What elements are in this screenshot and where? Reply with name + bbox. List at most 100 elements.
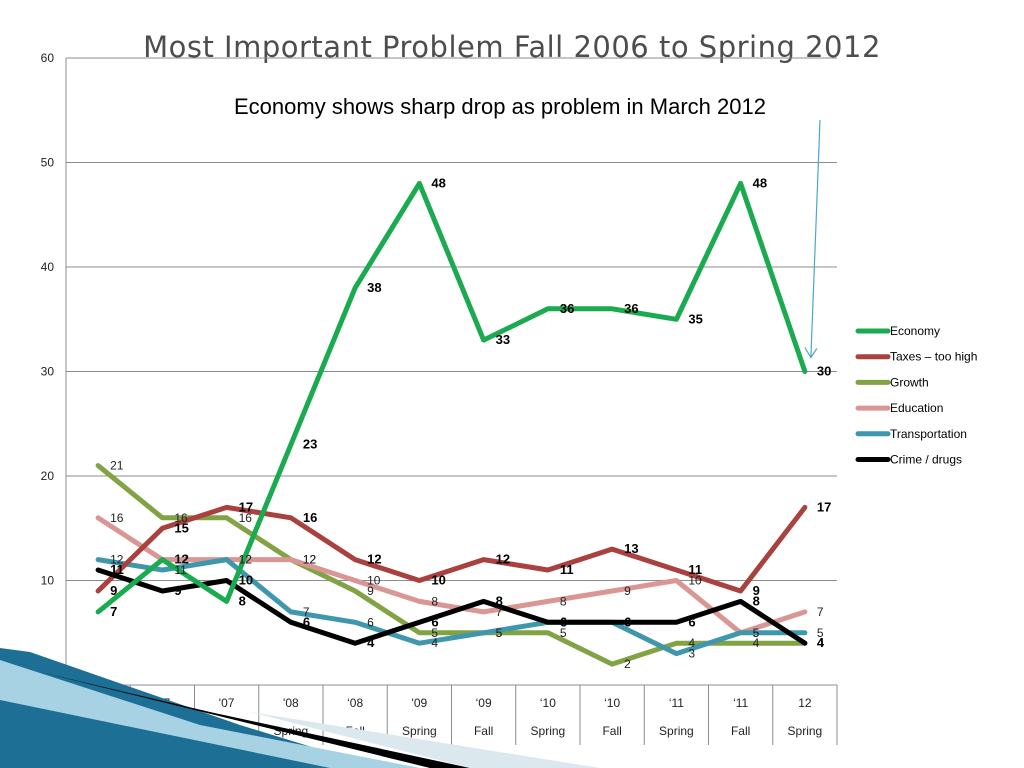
data-label: 6	[688, 614, 695, 629]
data-label: 13	[624, 541, 638, 556]
data-label: 9	[367, 584, 374, 598]
data-label: 10	[688, 574, 702, 588]
data-label: 36	[624, 301, 638, 316]
series-line-crime-drugs	[95, 567, 808, 646]
legend: Economy Taxes – too high Growth Education Tr…	[855, 324, 977, 467]
data-label: 7	[303, 605, 310, 619]
data-label: 6	[303, 614, 310, 629]
data-label: 12	[174, 553, 188, 567]
data-label: 48	[431, 175, 445, 190]
y-tick-label: 30	[41, 365, 55, 379]
legend-label: Economy	[890, 324, 940, 338]
data-label: 9	[110, 583, 117, 598]
data-label: 8	[753, 593, 760, 608]
series-line-growth	[95, 463, 808, 667]
data-label: 8	[560, 594, 567, 608]
data-label: 12	[239, 553, 253, 567]
data-label: 10	[431, 573, 445, 588]
legend-label: Transportation	[890, 427, 967, 441]
data-label: 12	[110, 553, 124, 567]
data-label: 5	[496, 626, 503, 640]
x-tick-year: ‘11	[669, 696, 684, 710]
legend-label: Taxes – too high	[890, 350, 977, 364]
data-label: 16	[303, 510, 317, 525]
series-line-transportation	[95, 557, 808, 657]
data-label: 17	[817, 499, 831, 514]
data-label: 5	[817, 626, 824, 640]
data-label: 2	[624, 657, 631, 671]
data-label: 6	[560, 614, 567, 629]
data-label: 12	[367, 552, 381, 567]
series-line-economy	[95, 180, 808, 615]
data-label: 8	[496, 593, 503, 608]
data-label: 12	[303, 553, 317, 567]
data-label: 12	[174, 552, 188, 567]
x-tick-year: '08	[283, 696, 299, 710]
y-tick-label: 60	[41, 51, 55, 65]
y-tick-label: 50	[41, 156, 55, 170]
data-label: 16	[174, 511, 188, 525]
data-label: 8	[239, 593, 246, 608]
data-label: 38	[367, 280, 381, 295]
data-label: 15	[174, 520, 188, 535]
data-label: 4	[431, 636, 438, 650]
data-label: 6	[624, 615, 631, 629]
x-tick-season: Fall	[474, 724, 493, 738]
data-label: 36	[560, 301, 574, 316]
data-label: 10	[367, 574, 381, 588]
data-label: 5	[753, 626, 760, 640]
decor-swoosh-light	[0, 660, 420, 768]
data-label: 5	[431, 626, 438, 640]
series-line-taxes-too-high	[95, 504, 808, 594]
data-label: 8	[431, 594, 438, 608]
data-label: 48	[753, 175, 767, 190]
data-label: 17	[239, 499, 253, 514]
series-lines	[95, 180, 808, 667]
grid-lines	[66, 57, 837, 581]
data-label: 5	[496, 626, 503, 640]
x-tick-season: Spring	[788, 724, 823, 738]
data-label: 12	[239, 553, 253, 567]
data-label: 9	[624, 584, 631, 598]
data-label: 12	[496, 552, 510, 567]
data-label: 5	[560, 626, 567, 640]
x-tick-year: ‘10	[604, 696, 620, 710]
data-label: 4	[817, 635, 825, 650]
x-tick-season: Spring	[402, 724, 437, 738]
legend-label: Education	[890, 401, 943, 415]
x-tick-season: Spring	[531, 724, 566, 738]
x-tick-season: Fall	[602, 724, 621, 738]
data-label: 5	[753, 626, 760, 640]
data-label: 3	[688, 647, 695, 661]
y-tick-label: 20	[41, 469, 55, 483]
data-label: 4	[367, 635, 375, 650]
data-label: 4	[817, 636, 824, 650]
data-label: 9	[174, 583, 181, 598]
legend-label: Growth	[890, 375, 929, 389]
data-label: 21	[110, 459, 124, 473]
data-label: 16	[239, 511, 253, 525]
x-tick-year: ‘11	[733, 696, 748, 710]
annotation-arrow-head	[804, 347, 818, 359]
data-label: 11	[174, 563, 187, 577]
annotation-arrow-line	[810, 119, 821, 358]
data-label: 4	[688, 636, 695, 650]
x-tick-year: ‘09	[476, 696, 492, 710]
annotation-arrow	[804, 119, 821, 359]
data-label: 7	[817, 605, 824, 619]
data-label: 7	[110, 604, 117, 619]
x-tick-year: ‘10	[540, 696, 556, 710]
data-label: 11	[110, 562, 124, 577]
y-tick-label: 10	[41, 574, 55, 588]
decor-swoosh-pale	[250, 712, 600, 768]
data-label: 33	[496, 332, 510, 347]
data-label: 12	[303, 553, 317, 567]
chart-annotation: Economy shows sharp drop as problem in M…	[234, 94, 766, 119]
data-label: 7	[496, 605, 503, 619]
data-label: 9	[753, 583, 760, 598]
data-label: 35	[688, 311, 702, 326]
data-label: 16	[110, 511, 124, 525]
x-tick-year: '09	[412, 696, 428, 710]
